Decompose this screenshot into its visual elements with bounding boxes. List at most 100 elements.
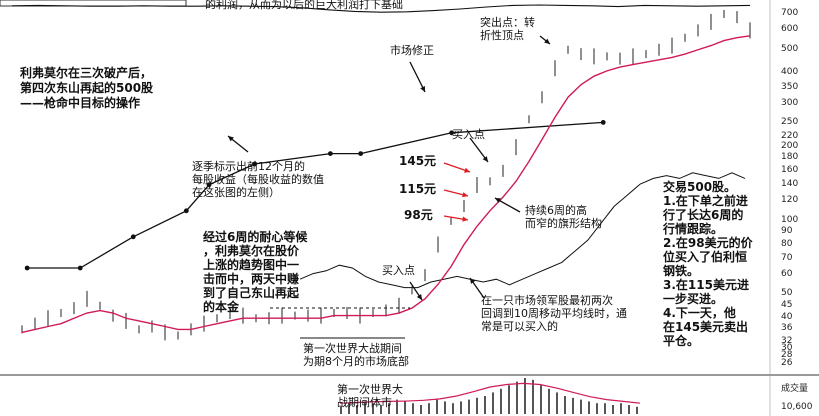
annotation-arrows xyxy=(227,35,551,339)
price-tick: 300 xyxy=(781,98,799,109)
annotation-ww1-bull: 第一次世界大 战期间体市 xyxy=(337,383,403,409)
arrow-price-98-head xyxy=(462,216,468,222)
volume-bar xyxy=(500,388,502,414)
annotation-market-correction: 市场修正 xyxy=(390,44,434,57)
eps-point xyxy=(358,151,364,157)
volume-bar xyxy=(604,403,606,414)
annotation-eps-note: 逐季标示出前12个月的 每股收益（每股收益的数值 在这张图的左侧） xyxy=(192,160,324,199)
volume-bar xyxy=(372,403,374,414)
volume-bar xyxy=(548,388,550,414)
price-tick: 140 xyxy=(781,179,799,190)
eps-point xyxy=(77,265,83,271)
series-layer xyxy=(11,4,751,341)
volume-bar xyxy=(476,397,478,414)
annotation-ma-note: 在一只市场领军股最初两次 回调到10周移动平均线时，通 常是可以买入的 xyxy=(481,294,627,333)
price-tick: 36 xyxy=(781,323,793,334)
arrow-price-145-head xyxy=(464,167,470,173)
volume-bar xyxy=(636,406,638,414)
price-tick: 30 xyxy=(781,342,793,353)
volume-bar xyxy=(492,392,494,414)
volume-bar xyxy=(364,401,366,414)
top-trend-line xyxy=(11,4,751,13)
volume-bar xyxy=(428,403,430,414)
eps-point xyxy=(206,182,212,188)
price-tick: 160 xyxy=(781,164,799,175)
volume-panel xyxy=(339,378,641,414)
volume-bar xyxy=(572,397,574,414)
volume-bar xyxy=(396,399,398,414)
volume-axis-tick: 10,600 xyxy=(781,402,813,412)
price-tick: 50 xyxy=(781,288,793,299)
volume-bar xyxy=(348,403,350,414)
volume-axis-label: 成交量 xyxy=(781,384,809,394)
eps-point xyxy=(24,265,30,271)
volume-bar xyxy=(628,405,630,414)
volume-bar xyxy=(468,399,470,414)
price-tick: 400 xyxy=(781,67,799,78)
annotation-livermore-intro: 利弗莫尔在三次破产后， 第四次东山再起的500股 ——枪命中目标的操作 xyxy=(20,66,154,110)
annotation-ww1-base: 第一次世界大战期间 为期8个月的市场底部 xyxy=(303,342,409,368)
price-tick: 40 xyxy=(781,312,793,323)
price-tick: 600 xyxy=(781,24,799,35)
price-tick: 220 xyxy=(781,131,799,142)
volume-bar xyxy=(508,385,510,414)
eps-point xyxy=(600,120,606,125)
volume-bar xyxy=(596,403,598,414)
volume-bar xyxy=(356,405,358,414)
price-tick: 32 xyxy=(781,335,793,346)
volume-bar xyxy=(588,401,590,414)
price-tick: 45 xyxy=(781,299,793,310)
volume-bar xyxy=(380,405,382,414)
annotation-flag-note: 持续6周的高 而窄的旗形结构 xyxy=(525,204,602,230)
annotation-turning-point: 突出点：转 折性顶点 xyxy=(480,16,535,42)
eps-line xyxy=(27,121,604,269)
eps-point xyxy=(252,161,257,167)
price-tick: 120 xyxy=(781,195,799,206)
arrow-buy-point-lower-head xyxy=(416,294,422,300)
volume-bar xyxy=(460,401,462,414)
volume-bar xyxy=(580,399,582,414)
price-tick: 500 xyxy=(781,43,799,54)
price-tick: 180 xyxy=(781,152,799,163)
arrow-eps-head xyxy=(228,136,234,142)
volume-bar xyxy=(436,399,438,414)
price-tick: 80 xyxy=(781,238,793,249)
price-tick: 700 xyxy=(781,8,799,18)
arrow-market-correction-head xyxy=(420,86,425,92)
volume-bar xyxy=(524,378,526,414)
price-tick: 26 xyxy=(781,358,793,368)
price-tick: 200 xyxy=(781,141,799,152)
eps-point xyxy=(130,234,136,240)
volume-bar xyxy=(484,396,486,414)
arrow-market-correction xyxy=(409,61,426,93)
price-tick: 70 xyxy=(781,252,793,263)
volume-bar xyxy=(540,385,542,414)
volume-bar xyxy=(452,403,454,414)
price-tick: 60 xyxy=(781,269,793,280)
price-tick: 250 xyxy=(781,117,799,128)
arrow-ma-note-head xyxy=(470,278,476,284)
volume-bar xyxy=(404,401,406,414)
arrow-price-115-head xyxy=(462,192,468,198)
arrow-turning-point-head xyxy=(544,38,550,44)
volume-bar xyxy=(420,405,422,414)
price-label-145: 145元 xyxy=(399,154,437,168)
price-tick: 28 xyxy=(781,350,793,361)
volume-bar xyxy=(412,403,414,414)
annotation-patience: 经过6周的耐心等候 ，利弗莫尔在股价 上涨的趋势图中一 击而中，两天中赚 到了自… xyxy=(203,230,308,314)
arrow-buy-point-upper-head xyxy=(482,156,488,162)
top-caption: 的利润，从而为以后的巨大利润打下基础 xyxy=(205,0,403,11)
price-tick: 100 xyxy=(781,214,799,225)
volume-bar xyxy=(612,405,614,414)
volume-bar xyxy=(564,396,566,414)
annotation-trade-500: 交易500股。 1.在下单之前进 行了长达6周的 行情跟踪。 2.在98美元的价… xyxy=(663,180,753,348)
volume-bar xyxy=(516,381,518,414)
volume-bar xyxy=(532,379,534,414)
volume-bar xyxy=(340,406,342,414)
price-tick: 350 xyxy=(781,81,799,92)
volume-bar xyxy=(620,403,622,414)
price-label-115: 115元 xyxy=(399,182,437,196)
eps-point xyxy=(327,151,333,157)
arrow-flag-head xyxy=(495,198,501,203)
moving-average-line xyxy=(21,35,751,334)
